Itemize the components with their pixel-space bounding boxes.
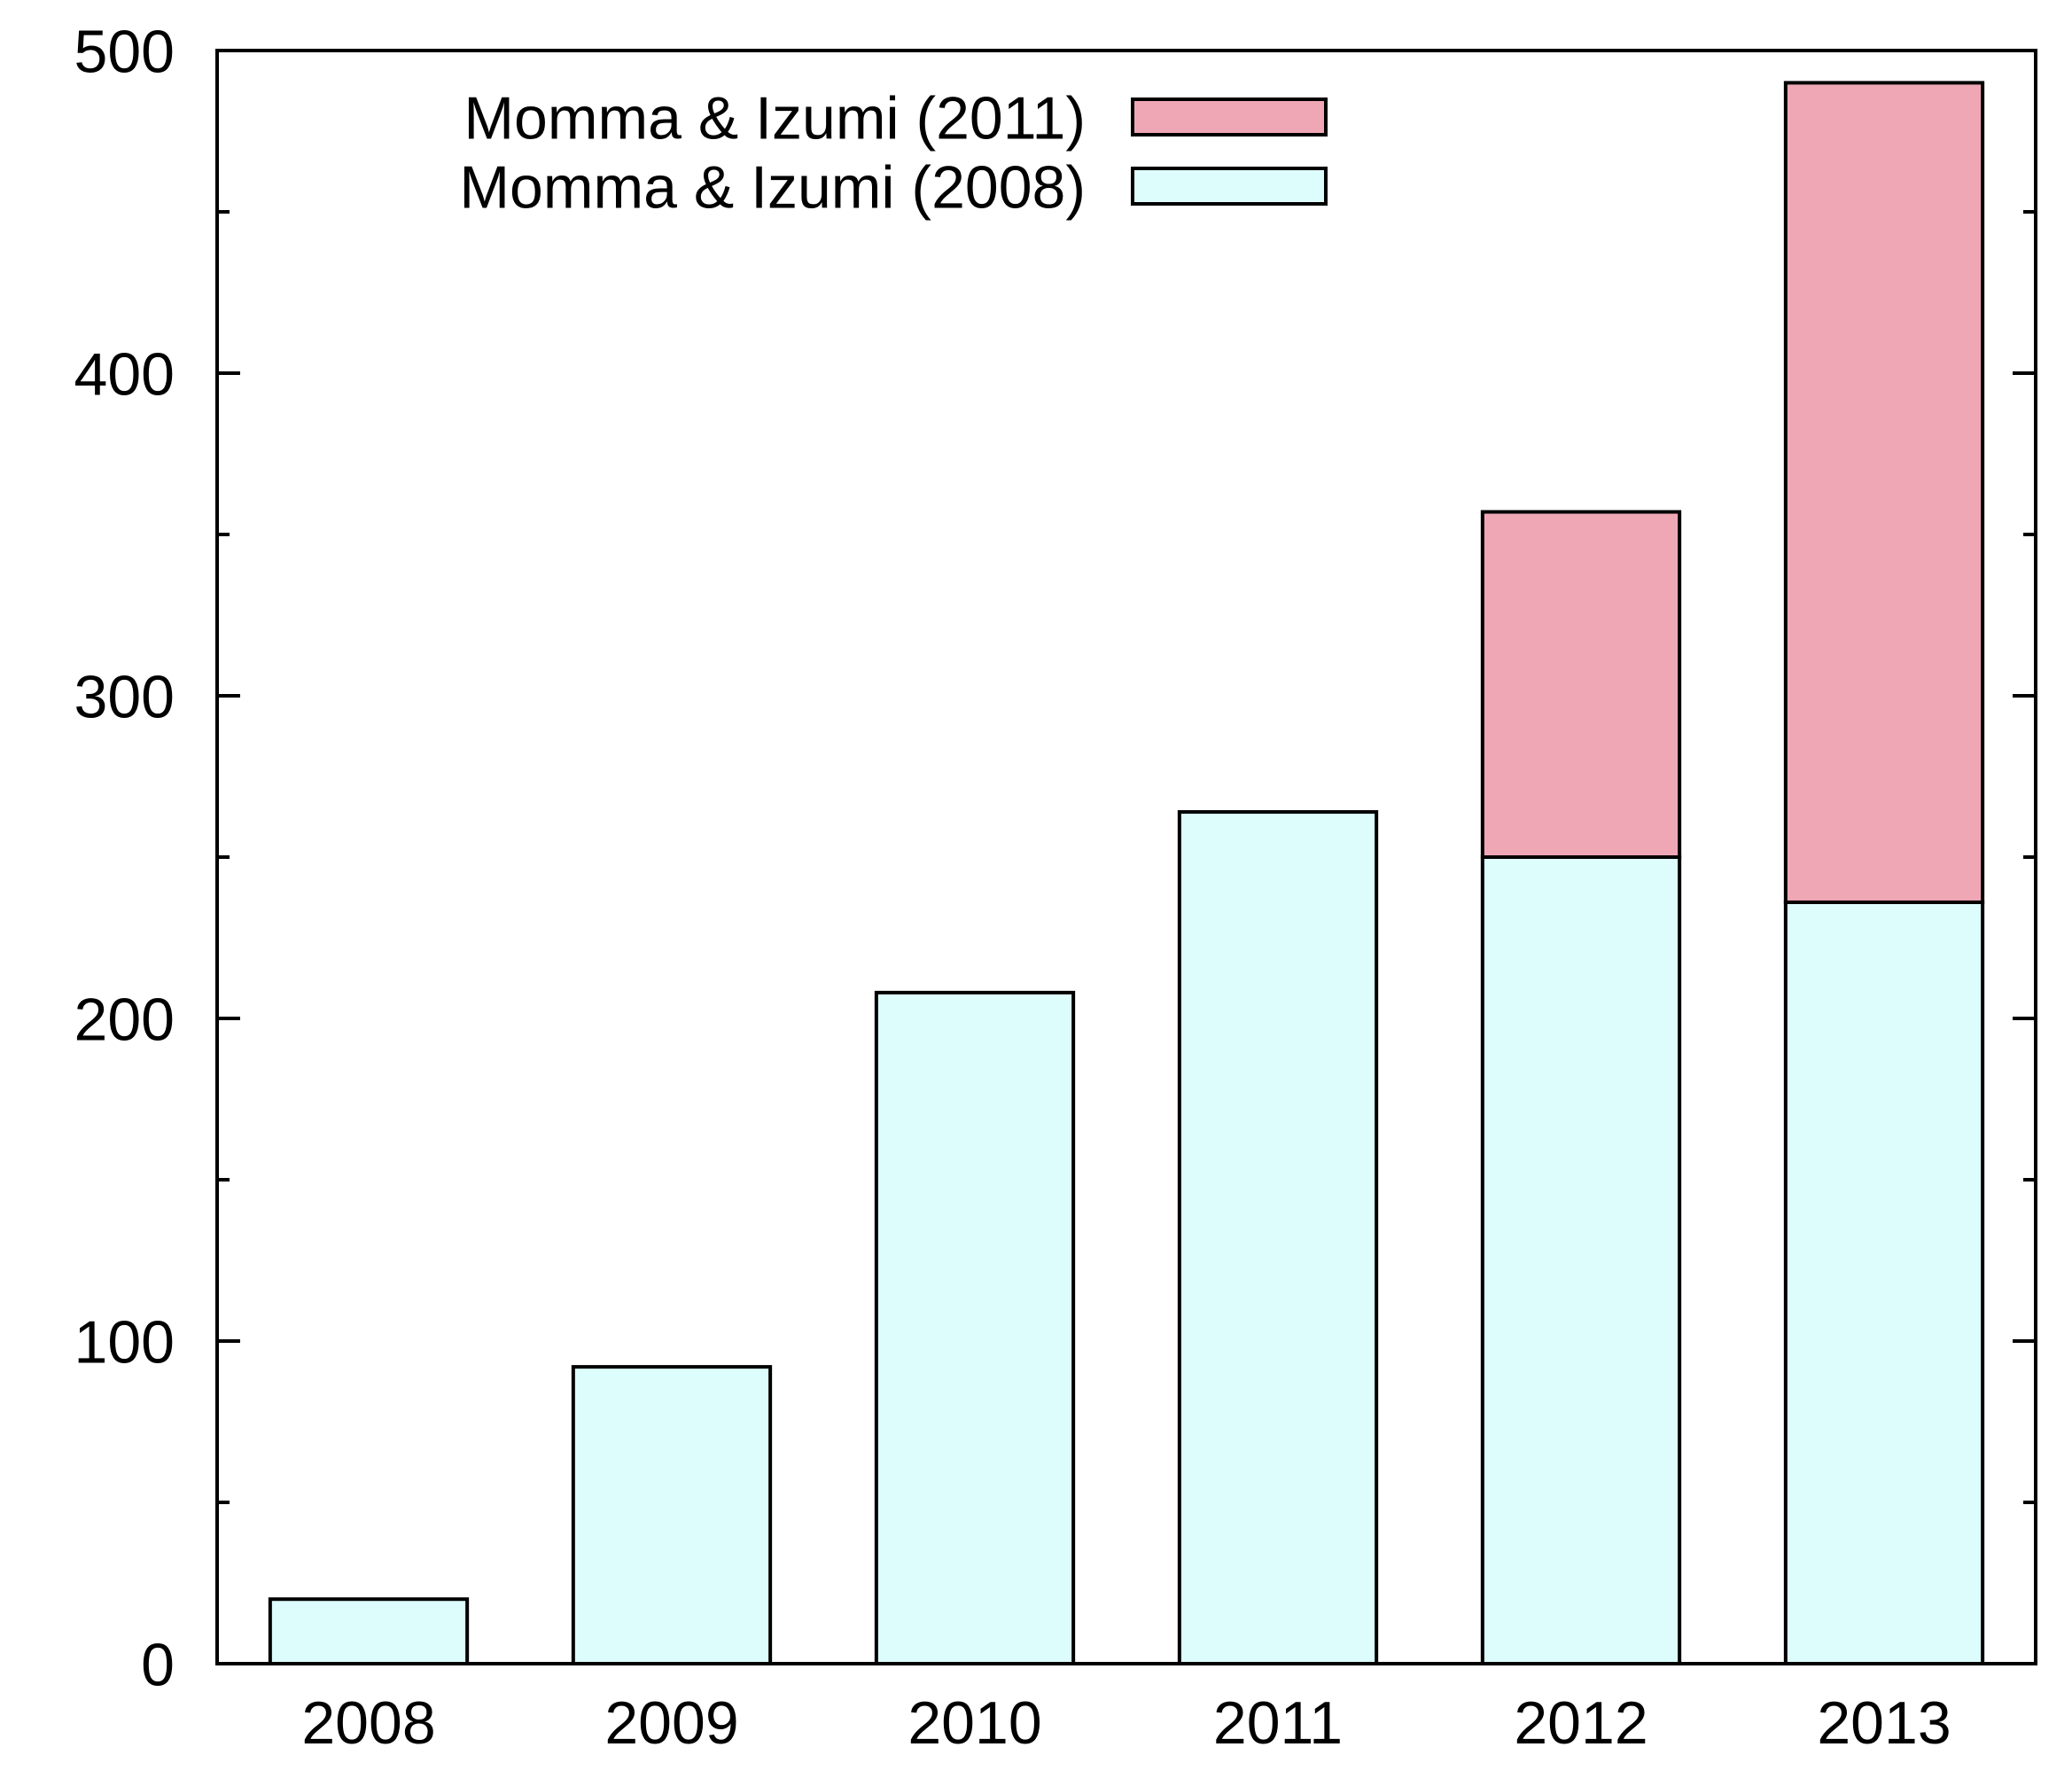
bar-2011-series-0 xyxy=(1177,810,1379,1665)
plot-frame xyxy=(215,49,2037,1665)
legend: Momma & Izumi (2011)Momma & Izumi (2008) xyxy=(459,84,1328,221)
axes-layer: 0 100 200 300 400 500 2008 2009 2010 2011 2012 2013 xyxy=(74,18,2036,1757)
bar-2012-series-1 xyxy=(1480,510,1682,860)
plot-area xyxy=(215,49,2037,1665)
y-tick-label: 500 xyxy=(74,18,175,85)
legend-label-series-1: Momma & Izumi (2011) xyxy=(463,84,1086,152)
y-tick-label: 0 xyxy=(141,1631,175,1698)
x-tick-label: 2009 xyxy=(604,1689,738,1757)
legend-label-series-0: Momma & Izumi (2008) xyxy=(459,153,1086,221)
x-tick-label: 2008 xyxy=(301,1689,435,1757)
legend-swatch-series-0 xyxy=(1131,167,1328,206)
legend-swatch-series-1 xyxy=(1131,97,1328,136)
y-tick-label: 200 xyxy=(74,986,175,1053)
x-tick-label: 2013 xyxy=(1817,1689,1951,1757)
bar-2013-series-0 xyxy=(1783,900,1985,1665)
y-tick-label: 400 xyxy=(74,340,175,408)
bar-2009-series-0 xyxy=(571,1365,773,1665)
x-tick-label: 2010 xyxy=(907,1689,1041,1757)
bar-2013-series-1 xyxy=(1783,81,1985,904)
bar-2012-series-0 xyxy=(1480,855,1682,1665)
x-tick-label: 2011 xyxy=(1213,1689,1343,1757)
y-tick-label: 100 xyxy=(74,1308,175,1376)
bar-2008-series-0 xyxy=(268,1597,470,1665)
y-tick-label: 300 xyxy=(74,663,175,730)
bars-layer xyxy=(268,81,1985,1665)
x-tick-label: 2012 xyxy=(1514,1689,1647,1757)
bar-2010-series-0 xyxy=(874,990,1076,1665)
